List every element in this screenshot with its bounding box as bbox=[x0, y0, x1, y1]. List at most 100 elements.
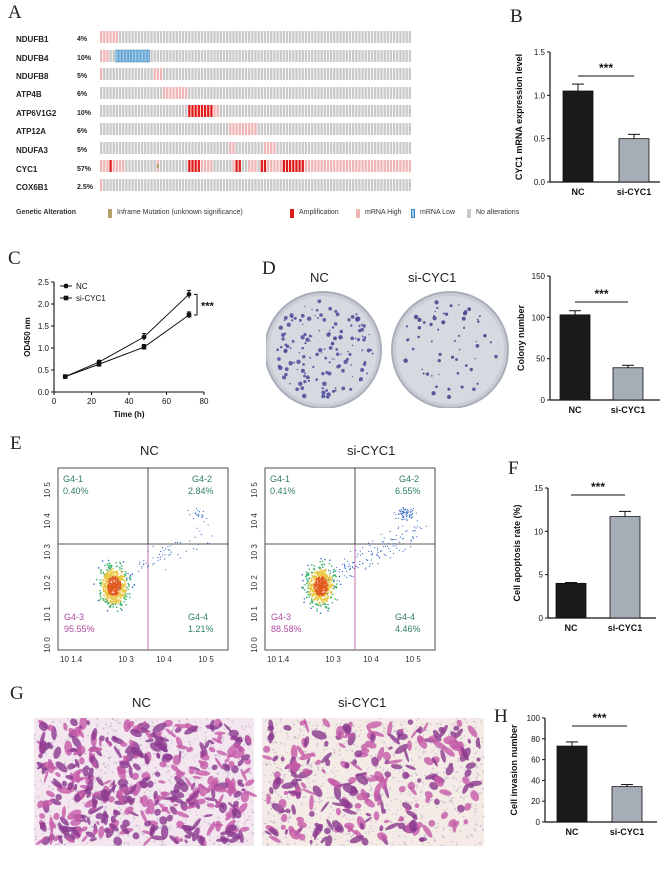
invading-cell bbox=[72, 828, 81, 838]
oncoprint-cell bbox=[292, 142, 295, 154]
membrane-pore bbox=[171, 729, 174, 732]
flow-event bbox=[365, 559, 367, 561]
membrane-pore bbox=[107, 764, 110, 767]
membrane-pore bbox=[359, 734, 361, 736]
membrane-pore bbox=[93, 779, 96, 782]
membrane-pore bbox=[400, 792, 403, 794]
membrane-pore bbox=[147, 718, 149, 719]
membrane-pore bbox=[115, 719, 117, 722]
membrane-pore bbox=[473, 827, 476, 830]
membrane-pore bbox=[465, 721, 468, 724]
oncoprint-cell bbox=[169, 123, 172, 135]
flow-event bbox=[112, 596, 114, 599]
membrane-pore bbox=[140, 842, 142, 844]
quadrant-g4-4-value: 4.46% bbox=[395, 624, 421, 634]
oncoprint-cell bbox=[339, 31, 342, 43]
flow-event bbox=[120, 567, 123, 570]
membrane-pore bbox=[310, 766, 313, 769]
invading-cell bbox=[144, 752, 150, 765]
invading-cell bbox=[223, 723, 232, 733]
oncoprint-cell bbox=[405, 160, 408, 172]
flow-event bbox=[329, 559, 331, 561]
oncoprint-cell bbox=[188, 160, 191, 172]
membrane-pore bbox=[67, 805, 70, 808]
membrane-pore bbox=[270, 774, 272, 777]
oncoprint-cell bbox=[134, 87, 137, 99]
flow-event bbox=[116, 565, 118, 568]
oncoprint-cell bbox=[131, 179, 134, 191]
oncoprint-cell bbox=[361, 50, 364, 62]
oncoprint-cell bbox=[405, 105, 408, 117]
flow-event bbox=[417, 525, 419, 527]
membrane-pore bbox=[336, 744, 338, 746]
oncoprint-cell bbox=[203, 123, 207, 135]
flow-event bbox=[327, 610, 329, 612]
oncoprint-cell bbox=[238, 160, 241, 172]
oncoprint-cell bbox=[178, 31, 182, 43]
membrane-pore bbox=[414, 771, 417, 774]
membrane-pore bbox=[416, 786, 419, 789]
oncoprint-cell bbox=[216, 105, 219, 117]
oncoprint-cell bbox=[118, 105, 122, 117]
membrane-pore bbox=[195, 765, 197, 767]
flow-event bbox=[313, 582, 315, 585]
oncoprint-cell bbox=[292, 105, 295, 117]
membrane-pore bbox=[455, 778, 458, 781]
invading-cell bbox=[232, 743, 246, 752]
flow-event bbox=[323, 575, 326, 578]
membrane-pore bbox=[455, 718, 458, 720]
oncoprint-cell bbox=[370, 105, 374, 117]
flow-event bbox=[338, 571, 340, 573]
flow-event bbox=[101, 560, 104, 562]
flow-event bbox=[402, 510, 404, 512]
flow-event bbox=[102, 580, 105, 582]
membrane-pore bbox=[415, 726, 418, 728]
flow-event bbox=[380, 533, 382, 535]
flow-x-tick: 10 1.4 bbox=[60, 655, 83, 664]
oncoprint-cell bbox=[333, 142, 336, 154]
oncoprint-cell bbox=[172, 31, 175, 43]
membrane-pore bbox=[119, 722, 122, 724]
membrane-pore bbox=[133, 816, 135, 819]
oncoprint-cell bbox=[194, 123, 197, 135]
panel-letter-e: E bbox=[10, 433, 22, 454]
oncoprint-cell bbox=[191, 31, 194, 43]
oncoprint-cell bbox=[329, 68, 333, 80]
flow-event bbox=[371, 553, 373, 556]
oncoprint-cell bbox=[159, 179, 163, 191]
oncoprint-cell bbox=[185, 105, 188, 117]
colony bbox=[318, 348, 323, 353]
membrane-pore bbox=[68, 737, 71, 740]
membrane-pore bbox=[241, 726, 244, 728]
oncoprint-cell bbox=[326, 68, 330, 80]
membrane-pore bbox=[296, 737, 299, 740]
membrane-pore bbox=[105, 805, 107, 808]
membrane-pore bbox=[165, 771, 167, 773]
membrane-pore bbox=[279, 742, 282, 744]
colony bbox=[411, 347, 415, 351]
membrane-pore bbox=[106, 770, 108, 773]
oncoprint-cell bbox=[122, 179, 125, 191]
invading-cell bbox=[49, 821, 57, 829]
colony bbox=[458, 348, 461, 351]
membrane-pore bbox=[218, 772, 220, 775]
colony bbox=[362, 324, 366, 328]
oncoprint-cell bbox=[408, 123, 411, 135]
y-tick-label: 5 bbox=[539, 571, 544, 580]
membrane-pore bbox=[221, 737, 224, 739]
membrane-pore bbox=[90, 815, 92, 817]
flow-event bbox=[322, 592, 325, 595]
membrane-pore bbox=[169, 825, 171, 827]
oncoprint-cell bbox=[380, 179, 383, 191]
flow-event bbox=[318, 601, 320, 604]
oncoprint-cell bbox=[115, 49, 119, 63]
membrane-pore bbox=[475, 766, 478, 769]
oncoprint-cell bbox=[355, 142, 358, 154]
flow-event bbox=[201, 514, 203, 516]
membrane-pore bbox=[310, 763, 312, 765]
flow-event bbox=[332, 571, 334, 573]
membrane-pore bbox=[271, 771, 274, 774]
membrane-pore bbox=[168, 779, 171, 782]
oncoprint-cell bbox=[203, 179, 207, 191]
oncoprint-cell bbox=[314, 50, 317, 62]
